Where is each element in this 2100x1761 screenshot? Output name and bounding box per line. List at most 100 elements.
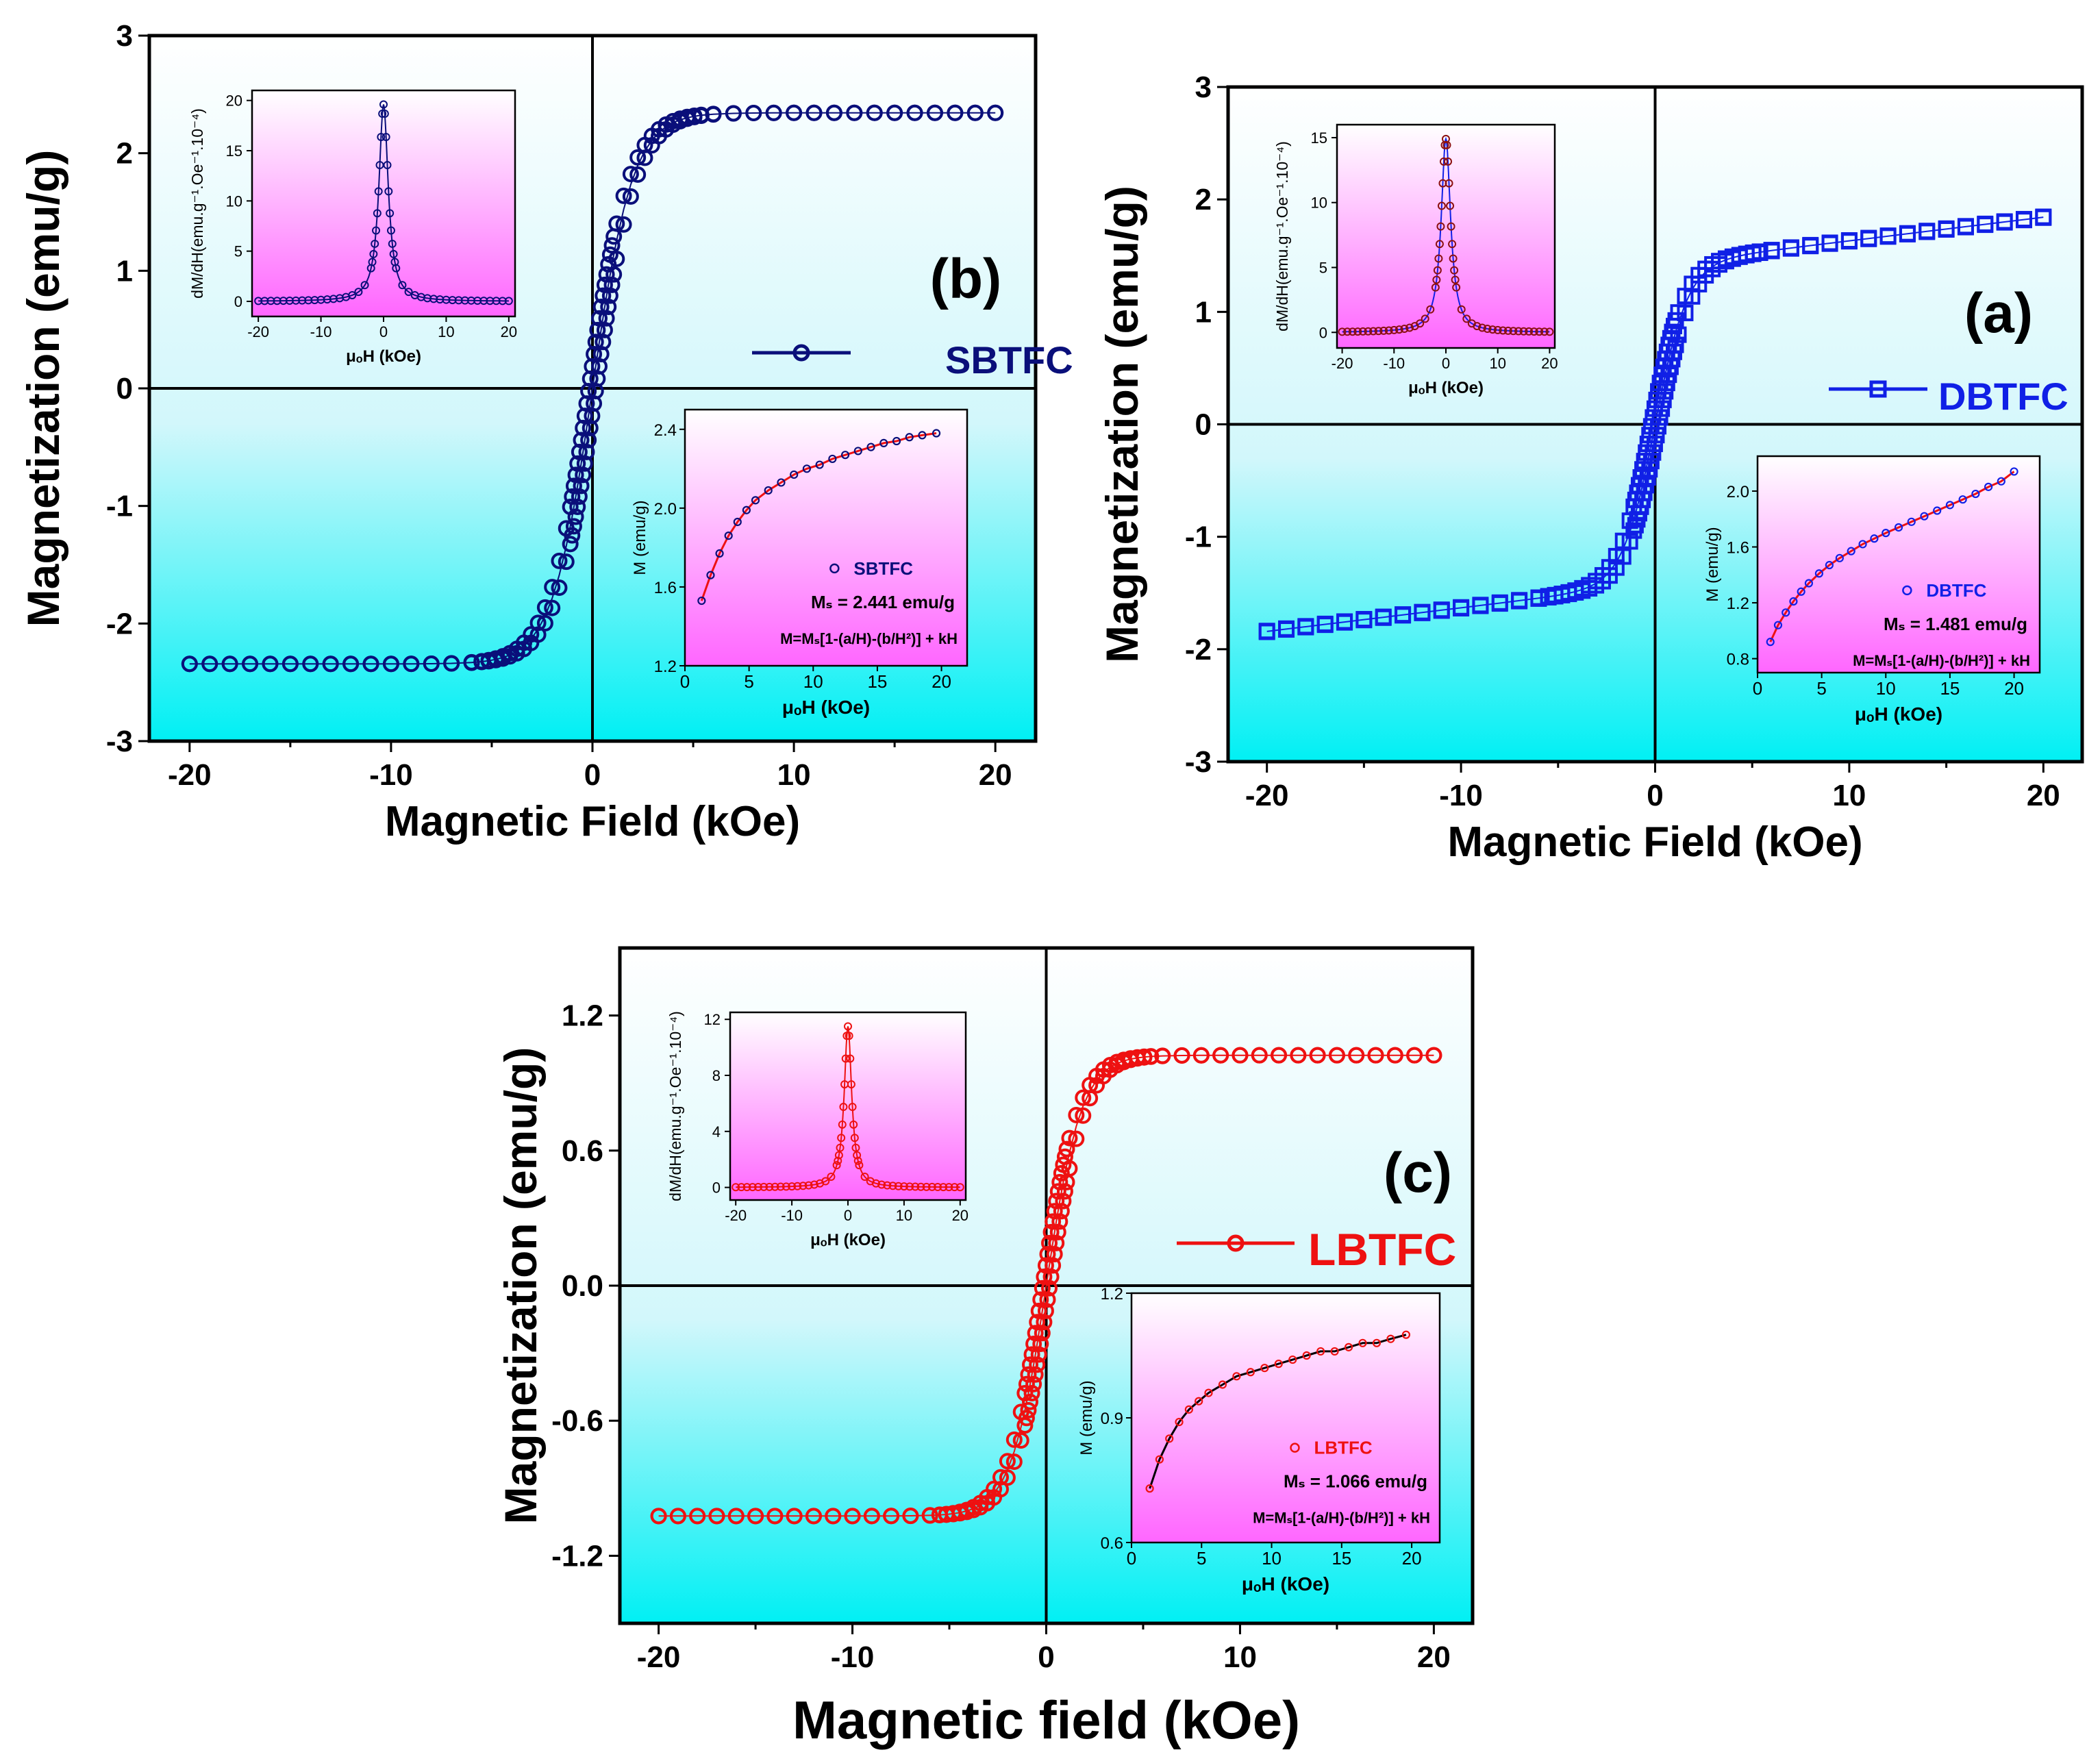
inset-data-point (354, 288, 363, 297)
plot-frame (1226, 85, 2084, 764)
x-tick-label: -10 (1439, 779, 1483, 812)
x-tick-label: -20 (637, 1640, 681, 1674)
inset-fit-point (1920, 512, 1929, 521)
inset-fit-point (840, 451, 850, 460)
inset-data-point (373, 209, 382, 218)
inset-data-point (845, 1032, 853, 1040)
data-point (1049, 1223, 1066, 1240)
y-tick-label: 3 (1195, 71, 1212, 104)
inset-data-point (1374, 327, 1383, 336)
inset-data-point (847, 1080, 855, 1089)
inset-x-tick-label: -10 (1383, 355, 1405, 372)
inset-data-point (737, 1183, 746, 1192)
series-line (189, 112, 996, 665)
inset-y-tick-label: 2.0 (654, 500, 677, 519)
inset-data-point (911, 1182, 920, 1191)
y-tick-label: -0.6 (551, 1404, 603, 1438)
inset-data-point (368, 258, 377, 266)
inset-data-point (846, 1054, 855, 1063)
inset-x-tick-label: 5 (1197, 1548, 1206, 1569)
data-point (1018, 1410, 1035, 1427)
data-point (986, 1480, 1003, 1497)
inset-x-tick-label: 10 (896, 1207, 912, 1224)
data-point (1258, 623, 1275, 640)
inset-data-point (922, 1182, 931, 1191)
inset-fit-point (2010, 467, 2018, 476)
data-point (622, 188, 639, 205)
data-point (1650, 418, 1667, 435)
data-point (1058, 1140, 1075, 1158)
x-tick-label: -10 (369, 758, 413, 792)
inset-fit-line (1149, 1334, 1407, 1489)
data-point (1005, 1453, 1023, 1471)
inset-data-point (855, 1161, 864, 1170)
inset-data-point (753, 1183, 762, 1192)
inset-data-point (810, 1180, 818, 1189)
inset-data-point (1519, 327, 1528, 336)
inset-fit-point (815, 460, 824, 469)
inset-fit: 0 5 10 15 20 0.8 1.2 1.6 2.0 μₒH (kOe) M (emu/g) DB… (1703, 455, 2041, 725)
inset-y-tick-label: 5 (234, 243, 242, 260)
inset-ms-text: Mₛ = 1.481 emu/g (1884, 614, 2027, 634)
inset-data-point (939, 1183, 948, 1192)
inset-fit-point (1945, 501, 1955, 510)
inset-x-tick-label: -20 (247, 323, 269, 340)
inset-y-tick-label: 8 (712, 1067, 721, 1084)
y-tick-label: 0.0 (562, 1269, 603, 1303)
data-point (1053, 1203, 1070, 1220)
inset-fit-point (1165, 1434, 1174, 1443)
inset-fit-point (1907, 517, 1916, 526)
x-tick-label: 10 (1832, 779, 1866, 812)
legend-label: LBTFC (1308, 1224, 1456, 1275)
inset-legend-marker (829, 563, 840, 574)
inset-data-point (838, 1120, 847, 1129)
inset-derivative: -20 -10 0 10 20 0 5 10 15 μₒH (kOe) dM/dH(emu.g⁻¹.… (1273, 123, 1558, 397)
inset-fit-point (1997, 477, 2005, 486)
data-point (1045, 1257, 1062, 1274)
x-tick-label: 10 (777, 758, 811, 792)
y-tick-label: 1 (116, 254, 133, 288)
data-point (1051, 1213, 1068, 1230)
x-tick-label: 0 (584, 758, 601, 792)
legend: DBTFC (1829, 375, 2068, 418)
inset-data-point (1435, 240, 1444, 249)
inset-fit-point (1773, 621, 1783, 629)
inset-data-point (849, 1120, 858, 1129)
panel-label: (a) (1964, 282, 2033, 345)
inset-fit-point (1958, 495, 1967, 504)
inset-y-tick-label: 15 (226, 142, 242, 160)
inset-x-tick-label: 10 (438, 323, 454, 340)
inset-fit-point (764, 486, 773, 495)
y-tick-label: -3 (1185, 745, 1212, 779)
data-point (576, 455, 593, 472)
inset-data-point (1478, 323, 1486, 332)
inset-data-point (955, 1183, 964, 1192)
inset-y-title: dM/dH(emu.g⁻¹.Oe⁻¹.10⁻⁴) (666, 1011, 684, 1201)
inset-x-tick-label: -20 (1332, 355, 1353, 372)
inset-plot-area (1336, 123, 1556, 349)
x-tick-label: -20 (1245, 779, 1289, 812)
inset-ms-text: Mₛ = 1.066 emu/g (1284, 1471, 1427, 1492)
inset-fit-point (879, 438, 888, 448)
inset-y-tick-label: 0 (712, 1179, 721, 1197)
inset-data-point (1390, 325, 1399, 334)
inset-data-point (1514, 327, 1523, 336)
inset-data-point (1432, 275, 1441, 284)
inset-data-point (1503, 326, 1512, 335)
inset-plot-area (251, 89, 516, 318)
panel-label: (b) (930, 248, 1002, 310)
data-point (1657, 383, 1674, 400)
inset-data-point (1379, 326, 1388, 335)
inset-data-point (1447, 222, 1455, 231)
inset-data-point (380, 110, 389, 118)
inset-derivative-line (258, 104, 509, 302)
data-point (605, 266, 623, 283)
inset-data-point (1439, 157, 1448, 166)
inset-x-title: μₒH (kOe) (1408, 379, 1484, 397)
data-point (569, 499, 586, 516)
data-point (1034, 1325, 1051, 1342)
inset-y-title: M (emu/g) (1703, 527, 1722, 601)
inset-fit-point (866, 442, 875, 451)
inset-legend-marker (1290, 1442, 1300, 1453)
plot-frame (147, 34, 1038, 743)
